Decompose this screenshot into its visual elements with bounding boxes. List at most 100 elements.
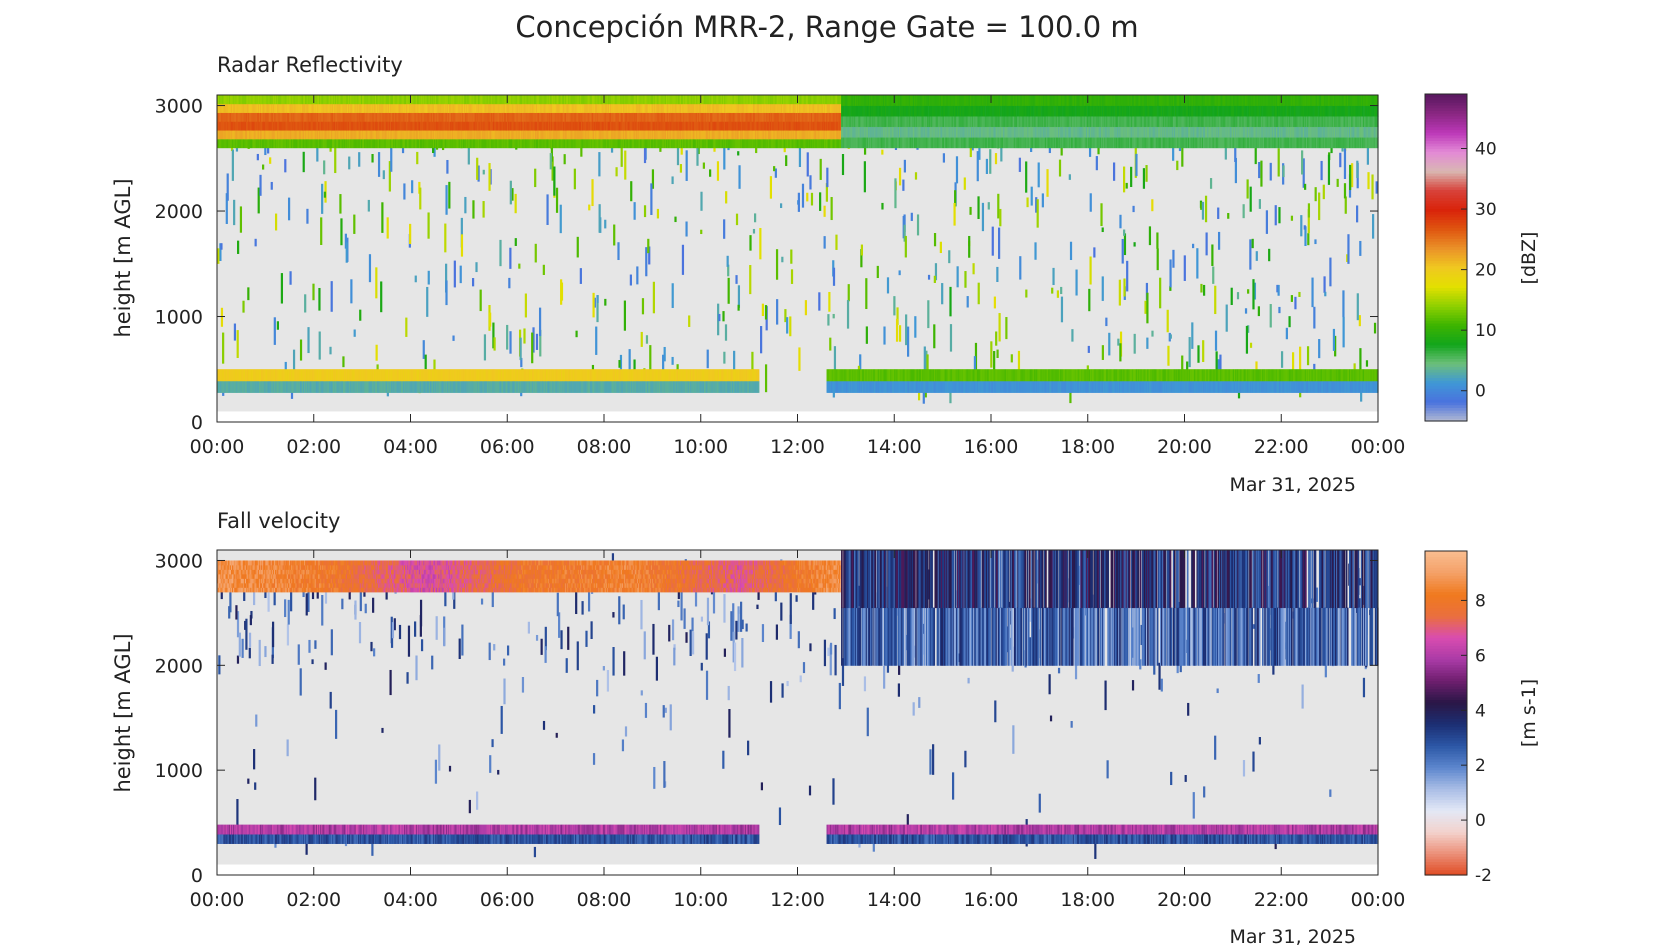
- band-cell: [381, 130, 384, 140]
- band-cell: [363, 121, 365, 131]
- band-cell: [621, 138, 624, 149]
- band-cell: [543, 112, 546, 122]
- band-cell: [285, 130, 288, 140]
- band-cell: [454, 103, 457, 113]
- speckle: [1234, 157, 1237, 184]
- band-cell: [657, 112, 660, 122]
- band-cell: [661, 95, 664, 105]
- band-cell: [559, 121, 562, 131]
- band-cell: [687, 95, 690, 105]
- band-cell: [797, 138, 799, 149]
- band-cell: [774, 112, 777, 122]
- speckle: [1358, 315, 1361, 327]
- band-cell: [422, 130, 424, 140]
- band-cell: [510, 130, 512, 140]
- band-cell: [369, 121, 372, 131]
- band-cell: [497, 138, 500, 149]
- band-cell: [611, 121, 613, 131]
- speckle: [1245, 325, 1249, 354]
- band-cell: [673, 95, 676, 105]
- band-cell: [292, 112, 294, 122]
- band-cell: [727, 112, 729, 122]
- band-cell: [495, 121, 497, 131]
- band-cell: [675, 103, 678, 113]
- band-cell: [792, 112, 795, 122]
- speckle: [700, 229, 703, 235]
- band-cell: [639, 95, 641, 105]
- band-cell: [311, 130, 314, 140]
- band-cell: [387, 121, 390, 131]
- band-cell: [395, 121, 397, 131]
- band-cell: [527, 138, 530, 149]
- band-cell: [496, 138, 498, 149]
- band-cell: [572, 130, 575, 140]
- band-cell: [538, 138, 540, 149]
- band-cell: [316, 121, 319, 131]
- band-cell: [663, 138, 666, 149]
- band-cell: [241, 103, 244, 113]
- band-cell: [476, 95, 479, 105]
- band-cell: [364, 121, 366, 131]
- band-cell: [335, 112, 337, 122]
- speckle: [774, 168, 777, 178]
- speckle: [280, 273, 284, 304]
- band-cell: [549, 130, 552, 140]
- band-cell: [404, 112, 407, 122]
- band-cell: [801, 112, 803, 122]
- band-cell: [486, 138, 489, 149]
- speckle: [1041, 193, 1044, 208]
- band-cell: [321, 112, 323, 122]
- band-cell: [615, 112, 618, 122]
- band-cell: [518, 112, 521, 122]
- band-cell: [700, 112, 703, 122]
- speckle: [630, 181, 633, 202]
- band-cell: [377, 103, 379, 113]
- band-cell: [400, 138, 403, 149]
- band-cell: [302, 130, 305, 140]
- band-cell: [393, 112, 395, 122]
- speckle: [1200, 283, 1203, 293]
- band-cell: [752, 95, 755, 105]
- band-cell: [343, 138, 346, 149]
- band-cell: [345, 95, 348, 105]
- band-cell: [371, 121, 374, 131]
- band-cell: [399, 130, 402, 140]
- band-cell: [548, 112, 551, 122]
- band-cell: [534, 138, 537, 149]
- band-cell: [408, 95, 410, 105]
- band-cell: [629, 138, 632, 149]
- band-cell: [285, 112, 288, 122]
- band-cell: [250, 121, 252, 131]
- band-cell: [230, 112, 233, 122]
- speckle: [722, 311, 725, 322]
- band-cell: [765, 130, 768, 140]
- band-cell: [664, 121, 667, 131]
- band-cell: [582, 130, 584, 140]
- band-cell: [719, 121, 722, 131]
- band-cell: [534, 130, 537, 140]
- band-cell: [581, 121, 583, 131]
- band-cell: [459, 138, 462, 149]
- band-cell: [750, 95, 753, 105]
- speckle: [1298, 291, 1301, 297]
- band-cell: [345, 112, 348, 122]
- band-cell: [277, 138, 279, 149]
- band-cell: [656, 121, 658, 131]
- band-cell: [263, 130, 265, 140]
- speckle: [633, 202, 636, 220]
- band-cell: [597, 112, 599, 122]
- band-cell: [270, 130, 273, 140]
- band-cell: [734, 112, 737, 122]
- speckle: [674, 216, 677, 223]
- band-cell: [445, 112, 448, 122]
- band-cell: [259, 103, 262, 113]
- band-cell: [406, 103, 408, 113]
- band-cell: [433, 130, 436, 140]
- band-cell: [359, 112, 362, 122]
- band-cell: [534, 112, 537, 122]
- speckle: [898, 325, 902, 342]
- band-cell: [570, 121, 573, 131]
- band-cell: [418, 112, 421, 122]
- band-cell: [253, 138, 256, 149]
- band-cell: [757, 138, 759, 149]
